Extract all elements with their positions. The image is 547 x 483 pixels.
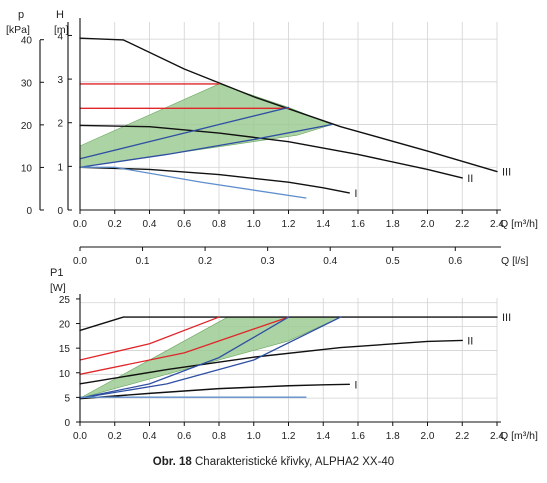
x-tick-label: 1.0 xyxy=(247,431,261,442)
curve-label-I: I xyxy=(354,379,357,391)
head-tick-label: 4 xyxy=(57,31,63,42)
x-tick-label: 0.8 xyxy=(212,219,226,230)
x-tick-label: 1.2 xyxy=(282,219,296,230)
head-axis-unit: [m] xyxy=(54,24,69,36)
head-axis-title: H xyxy=(56,9,64,21)
figure-caption: Obr. 18 Charakteristické křivky, ALPHA2 … xyxy=(0,456,547,468)
curve-curve-II xyxy=(79,124,463,179)
x-tick-label: 0.0 xyxy=(73,219,87,230)
flow-ls-tick-label: 0.0 xyxy=(73,256,87,267)
curve-light_blue-7 xyxy=(79,166,307,199)
curve-curve-III xyxy=(79,37,498,173)
pressure-tick-label: 0 xyxy=(26,206,32,217)
flow-ls-tick-label: 0.1 xyxy=(136,256,150,267)
x-tick-label: 1.2 xyxy=(282,431,296,442)
pressure-axis-title: p xyxy=(18,9,24,21)
curve-curve-II xyxy=(79,339,463,385)
x-tick-label: 1.6 xyxy=(351,431,365,442)
curve-red-4 xyxy=(79,316,290,375)
flow-ls-tick-label: 0.5 xyxy=(386,256,400,267)
x-tick-label: 2.2 xyxy=(455,431,469,442)
curve-dark_blue-5 xyxy=(79,106,290,160)
x-tick-label: 2.4 xyxy=(490,219,504,230)
flow-ls-tick-label: 0.4 xyxy=(323,256,337,267)
x-tick-label: 0.2 xyxy=(108,219,122,230)
head-tick-label: 2 xyxy=(57,119,63,130)
power-tick-label: 0 xyxy=(64,418,70,429)
power-axis-unit: [W] xyxy=(50,282,66,294)
x-tick-label: 0.6 xyxy=(177,431,191,442)
power-tick-label: 15 xyxy=(59,344,71,355)
curve-dark_blue-6 xyxy=(79,316,342,399)
pressure-tick-label: 20 xyxy=(21,121,33,132)
x-tick-label: 0.2 xyxy=(108,431,122,442)
x-tick-label: 0.4 xyxy=(143,219,157,230)
pressure-tick-label: 10 xyxy=(21,163,33,174)
x-tick-label: 1.4 xyxy=(316,431,330,442)
head-tick-label: 1 xyxy=(57,162,63,173)
power-axis-title: P1 xyxy=(50,267,63,279)
power-tick-label: 20 xyxy=(59,320,71,331)
curve-curve-III xyxy=(79,316,498,332)
x-axis-label: Q [m³/h] xyxy=(500,430,538,442)
figure-caption-text: Charakteristické křivky, ALPHA2 XX-40 xyxy=(195,456,395,468)
x-tick-label: 0.4 xyxy=(143,431,157,442)
curve-red-3 xyxy=(79,316,220,361)
x-tick-label: 2.0 xyxy=(421,431,435,442)
x-axis-label: Q [m³/h] xyxy=(500,218,538,230)
flow-ls-axis-label: Q [l/s] xyxy=(501,255,529,267)
power-tick-label: 10 xyxy=(59,369,71,380)
flow-ls-tick-label: 0.2 xyxy=(198,256,212,267)
flow-ls-tick-label: 0.6 xyxy=(448,256,462,267)
flow-ls-axis: 0.0 0.1 0.2 0.3 0.4 0.5 0.6 Q [l/s] xyxy=(73,246,529,267)
curve-label-III: III xyxy=(502,167,511,179)
curve-curve-I xyxy=(79,166,351,194)
pressure-tick-label: 40 xyxy=(21,36,33,47)
curve-dark_blue-5 xyxy=(79,316,290,399)
curve-curve-I xyxy=(79,383,351,400)
pressure-axis-unit: [kPa] xyxy=(6,24,30,36)
curve-label-I: I xyxy=(354,188,357,200)
x-tick-label: 1.0 xyxy=(247,219,261,230)
x-tick-label: 0.8 xyxy=(212,431,226,442)
head-tick-label: 3 xyxy=(57,75,63,86)
power-tick-label: 25 xyxy=(59,295,71,306)
curve-label-II: II xyxy=(467,335,473,347)
figure-label: Obr. 18 xyxy=(152,456,192,468)
head-tick-label: 0 xyxy=(57,206,63,217)
x-tick-label: 1.8 xyxy=(386,219,400,230)
x-tick-label: 2.0 xyxy=(421,219,435,230)
x-tick-label: 0.0 xyxy=(73,431,87,442)
curve-label-II: II xyxy=(467,173,473,185)
x-tick-label: 1.8 xyxy=(386,431,400,442)
x-tick-label: 1.6 xyxy=(351,219,365,230)
power-tick-label: 5 xyxy=(64,393,70,404)
curve-dark_blue-6 xyxy=(79,123,333,168)
x-tick-label: 2.2 xyxy=(455,219,469,230)
flow-ls-tick-label: 0.3 xyxy=(261,256,275,267)
x-tick-label: 0.6 xyxy=(177,219,191,230)
x-tick-label: 2.4 xyxy=(490,431,504,442)
pressure-tick-label: 30 xyxy=(21,78,33,89)
x-tick-label: 1.4 xyxy=(316,219,330,230)
curve-label-III: III xyxy=(502,312,511,324)
